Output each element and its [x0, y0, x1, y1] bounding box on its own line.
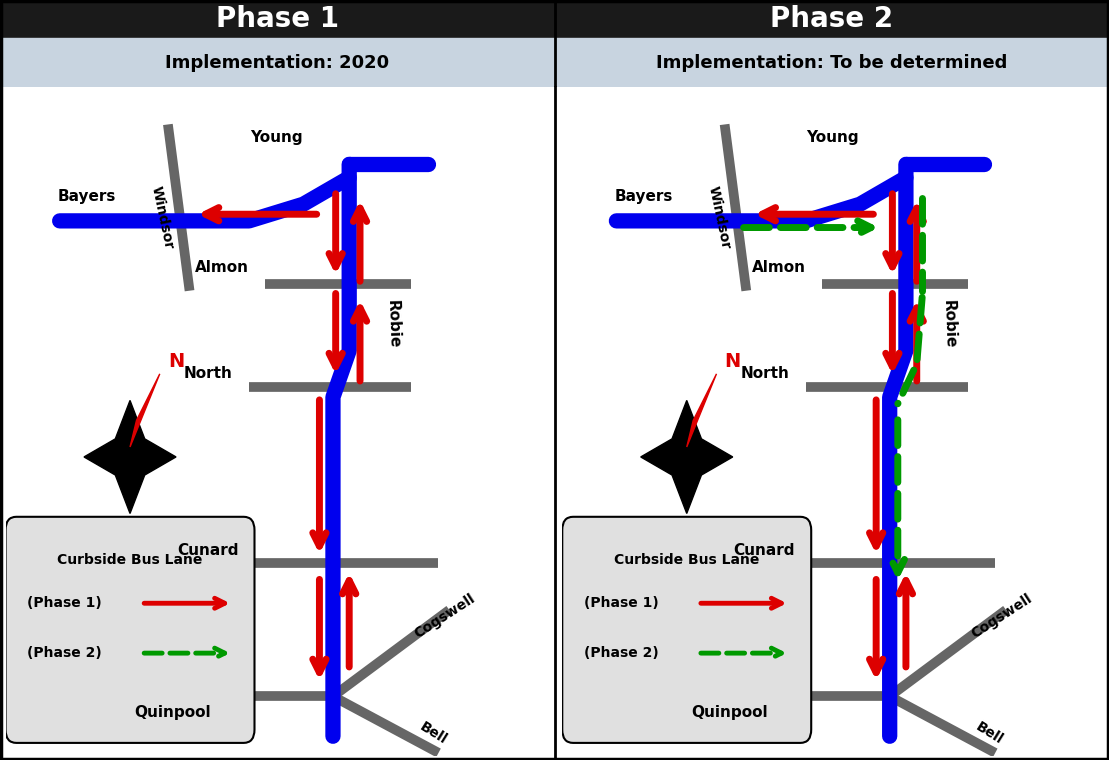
Text: Young: Young: [250, 130, 303, 145]
Polygon shape: [686, 374, 716, 447]
Text: Windsor: Windsor: [705, 185, 733, 251]
Text: Robie: Robie: [942, 299, 958, 348]
Bar: [0, 0, 554, 38]
Text: Bell: Bell: [417, 719, 449, 746]
Text: Curbside Bus Lane: Curbside Bus Lane: [614, 553, 760, 567]
Text: North: North: [184, 366, 233, 382]
Text: Phase 1: Phase 1: [216, 5, 338, 33]
Text: Implementation: To be determined: Implementation: To be determined: [657, 54, 1007, 71]
Text: Bayers: Bayers: [614, 189, 673, 204]
Text: Windsor: Windsor: [149, 185, 176, 251]
Bar: [554, 0, 1109, 38]
Polygon shape: [130, 374, 160, 447]
FancyBboxPatch shape: [6, 517, 254, 743]
Text: Bell: Bell: [974, 719, 1006, 746]
Text: (Phase 2): (Phase 2): [584, 646, 659, 660]
Text: Cogswell: Cogswell: [411, 592, 478, 641]
Text: Cogswell: Cogswell: [968, 592, 1035, 641]
Text: N: N: [167, 352, 184, 371]
Text: Cunard: Cunard: [176, 543, 238, 558]
Text: Phase 2: Phase 2: [770, 5, 894, 33]
Polygon shape: [84, 401, 176, 514]
Text: Quinpool: Quinpool: [134, 705, 211, 720]
FancyBboxPatch shape: [562, 517, 811, 743]
Text: Almon: Almon: [195, 260, 250, 275]
Text: Robie: Robie: [385, 299, 401, 348]
Bar: [554, 38, 1109, 87]
Text: Young: Young: [806, 130, 859, 145]
Text: Curbside Bus Lane: Curbside Bus Lane: [58, 553, 203, 567]
Bar: [0, 38, 554, 87]
Text: N: N: [724, 352, 741, 371]
Text: (Phase 1): (Phase 1): [584, 597, 659, 610]
Text: North: North: [741, 366, 790, 382]
Text: (Phase 2): (Phase 2): [28, 646, 102, 660]
Text: Implementation: 2020: Implementation: 2020: [165, 54, 389, 71]
Text: Cunard: Cunard: [733, 543, 795, 558]
Text: (Phase 1): (Phase 1): [28, 597, 102, 610]
Polygon shape: [641, 401, 733, 514]
Text: Quinpool: Quinpool: [691, 705, 767, 720]
Text: Almon: Almon: [752, 260, 806, 275]
Text: Bayers: Bayers: [58, 189, 116, 204]
